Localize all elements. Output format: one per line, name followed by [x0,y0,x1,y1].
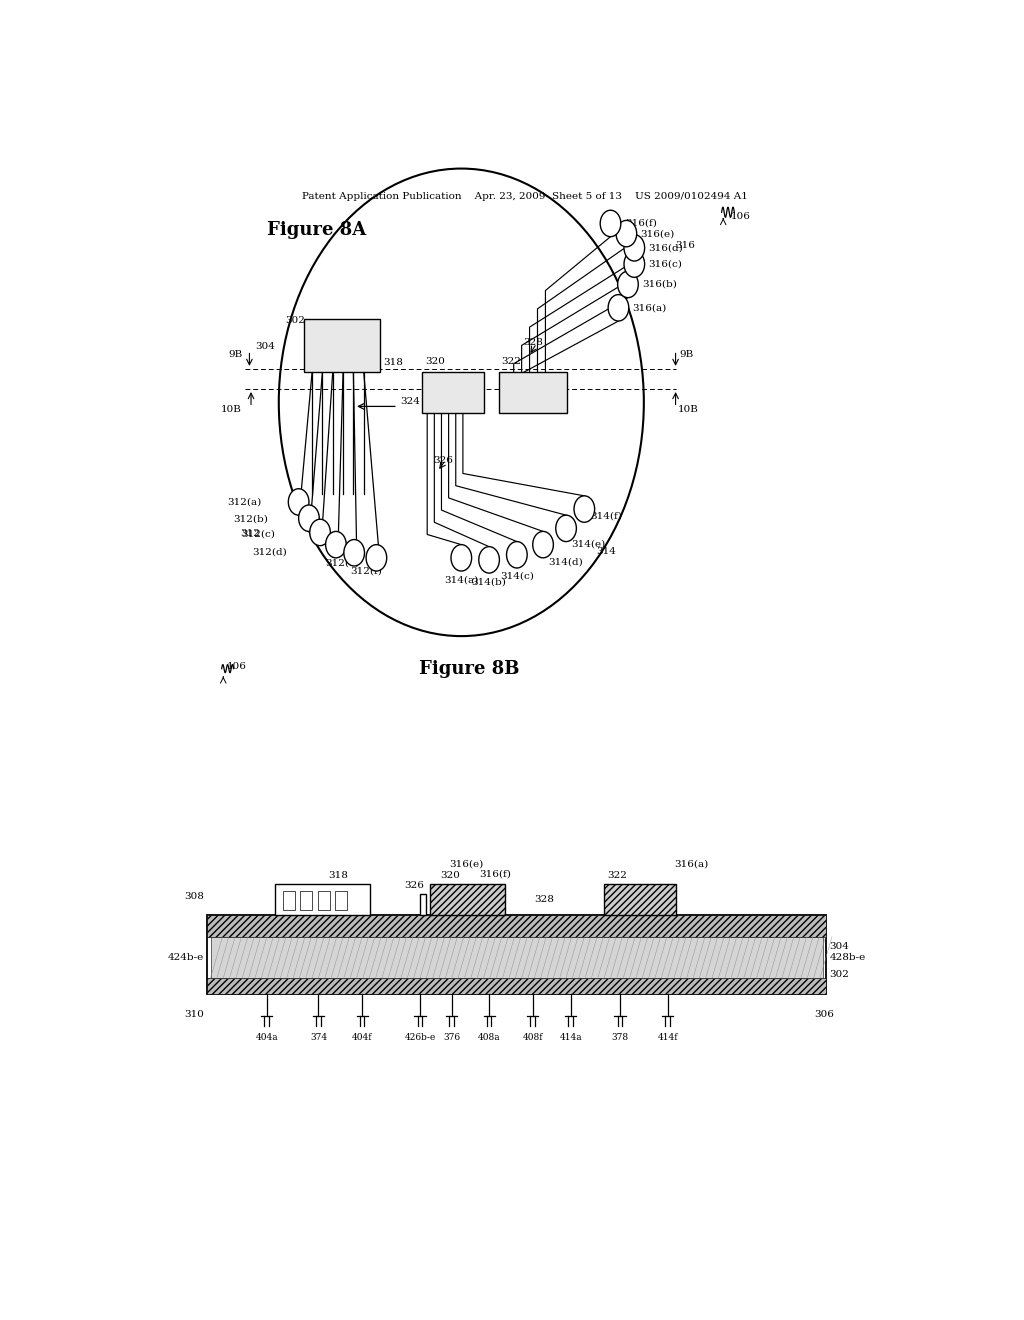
Text: 306: 306 [814,1010,835,1019]
Text: 9B: 9B [228,350,243,359]
Circle shape [556,515,577,541]
Bar [283,891,295,909]
Circle shape [299,506,319,532]
Text: 316(e): 316(e) [450,859,484,869]
Bar [211,937,823,978]
Text: 378: 378 [611,1032,629,1041]
Text: 314(f): 314(f) [590,512,622,520]
Text: 304: 304 [255,342,274,351]
Text: 414f: 414f [657,1032,678,1041]
Text: 312(a): 312(a) [227,498,261,507]
Bar [304,319,380,372]
Text: 426b-e: 426b-e [404,1032,435,1041]
Circle shape [507,541,527,568]
Text: 320: 320 [440,871,461,880]
Circle shape [289,488,309,515]
Bar [420,894,426,915]
Circle shape [532,532,553,558]
Text: 312(f): 312(f) [350,568,382,576]
Text: 314(e): 314(e) [570,540,605,549]
Bar [317,891,330,909]
Text: 314(d): 314(d) [549,558,584,566]
Text: 408a: 408a [478,1032,501,1041]
Text: 404a: 404a [256,1032,279,1041]
Text: 324: 324 [400,397,420,407]
Text: 312(b): 312(b) [232,515,267,524]
Text: 328: 328 [523,338,543,347]
Bar [274,884,370,915]
Text: 312(c): 312(c) [241,529,274,539]
Text: 374: 374 [310,1032,327,1041]
Bar [335,891,347,909]
Text: 318: 318 [328,871,348,880]
Bar [207,978,826,994]
Circle shape [366,545,387,572]
Circle shape [479,546,500,573]
Text: 326: 326 [433,457,454,466]
Text: 314(a): 314(a) [444,576,478,585]
Text: 428b-e: 428b-e [829,953,866,962]
Text: 376: 376 [443,1032,461,1041]
Text: Figure 8A: Figure 8A [267,220,367,239]
Text: 10B: 10B [678,405,698,414]
Text: 316(c): 316(c) [648,260,682,268]
Text: 316(a): 316(a) [633,304,667,313]
Circle shape [309,519,331,545]
Text: 404f: 404f [352,1032,373,1041]
Text: 308: 308 [184,892,204,900]
Circle shape [624,251,645,277]
Circle shape [624,235,645,261]
Text: 328: 328 [535,895,554,904]
Text: 314(c): 314(c) [500,572,534,579]
Text: 322: 322 [607,871,628,880]
Text: 326: 326 [403,882,424,890]
Text: 9B: 9B [680,350,694,359]
Text: 302: 302 [285,315,305,325]
Text: 310: 310 [184,1010,204,1019]
Text: 316(d): 316(d) [648,243,683,252]
Circle shape [326,532,346,558]
Text: 312(e): 312(e) [325,558,359,568]
Text: 302: 302 [829,970,850,978]
Text: 316: 316 [676,240,695,249]
Text: 312(d): 312(d) [252,548,287,557]
Text: 314: 314 [596,546,616,556]
Circle shape [616,220,637,247]
Text: 322: 322 [501,356,521,366]
Circle shape [617,271,638,297]
Text: 320: 320 [426,356,445,366]
Circle shape [451,545,472,572]
Bar [500,372,567,412]
Text: 414a: 414a [559,1032,582,1041]
Text: 314(b): 314(b) [472,577,507,586]
Bar [300,891,312,909]
Text: 304: 304 [829,941,850,950]
Text: 316(f): 316(f) [625,219,656,228]
Bar [207,915,826,937]
Text: 408f: 408f [522,1032,543,1041]
Text: Patent Application Publication    Apr. 23, 2009  Sheet 5 of 13    US 2009/010249: Patent Application Publication Apr. 23, … [302,191,748,201]
Text: 106: 106 [731,213,751,222]
Text: 424b-e: 424b-e [168,953,204,962]
Circle shape [600,210,621,236]
Text: 10B: 10B [220,405,242,414]
Text: 312: 312 [241,529,260,539]
Text: 316(b): 316(b) [642,280,677,289]
Bar [430,884,505,915]
Text: 106: 106 [227,661,247,671]
Bar [207,915,826,994]
Text: Figure 8B: Figure 8B [419,660,519,677]
Circle shape [344,540,365,566]
Text: 316(a): 316(a) [674,859,709,869]
Text: 318: 318 [384,358,403,367]
Circle shape [608,294,629,321]
Bar [422,372,483,412]
Text: 316(e): 316(e) [641,230,675,238]
Circle shape [574,496,595,523]
Text: 316(f): 316(f) [479,870,511,879]
Bar [604,884,676,915]
